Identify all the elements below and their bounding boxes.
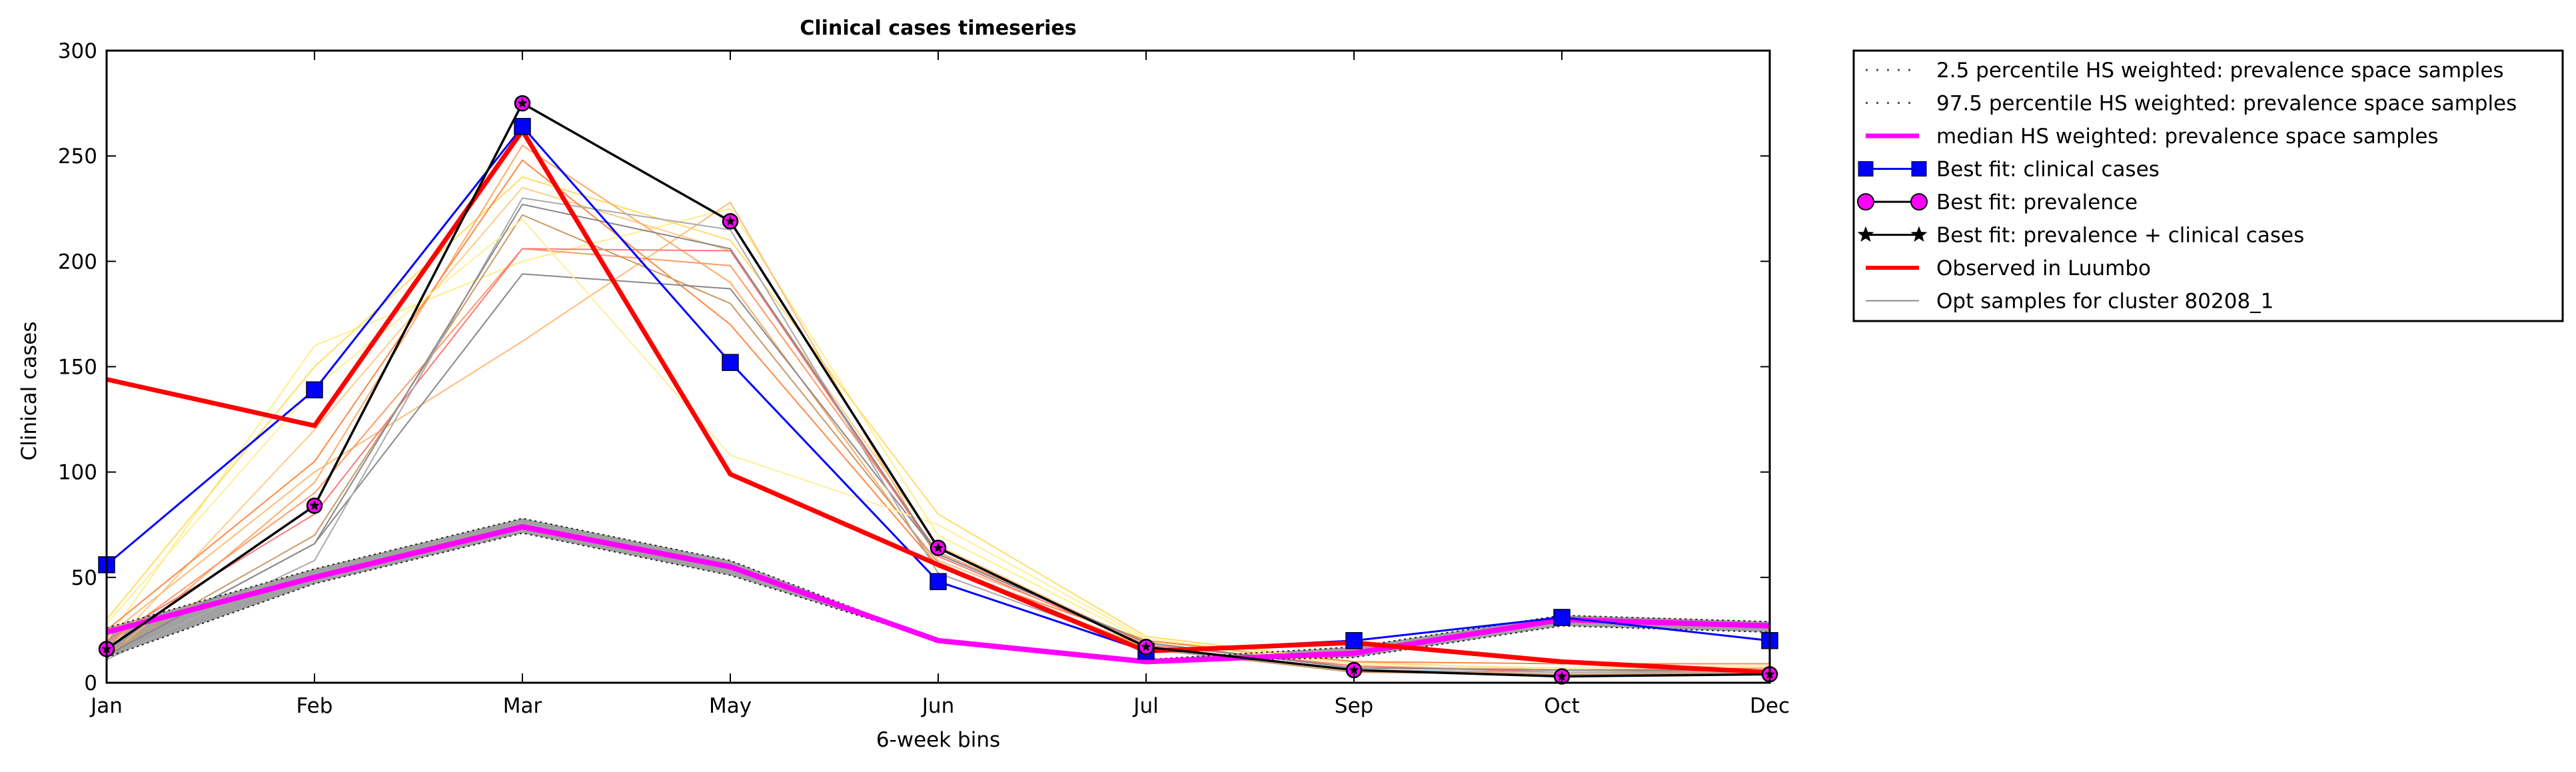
legend-marker-4-1 (1910, 193, 1928, 210)
marker-star-2 (517, 98, 528, 108)
x-tick-label-7: Oct (1544, 694, 1580, 718)
opt-sample-lines (106, 144, 1770, 675)
chart-title: Clinical cases timeseries (800, 17, 1076, 40)
series-markers (98, 95, 1778, 685)
legend-marker-5-1 (1910, 226, 1928, 242)
x-tick-label-3: May (709, 694, 752, 718)
y-tick-label-5: 250 (58, 145, 97, 169)
series-line-best-fit-prevalence (106, 101, 1770, 678)
legend-marker-3-0 (1858, 161, 1874, 177)
y-tick-label-3: 150 (58, 356, 97, 380)
legend-label-5: Best fit: prevalence + clinical cases (1936, 224, 2304, 248)
marker-square-6 (1345, 631, 1363, 649)
y-tick-label-0: 0 (84, 671, 97, 695)
x-tick-label-4: Jun (921, 694, 954, 718)
series-line-median (105, 524, 1770, 665)
opt-sample-line-4 (106, 144, 1770, 675)
axis-ticks: 0 50 100 150 200 250 300 Jan Feb Mar May Jun Jul Sep O… (58, 39, 1790, 718)
y-tick-label-2: 100 (58, 461, 97, 485)
marker-square-4 (930, 573, 947, 590)
x-axis-label: 6-week bins (876, 728, 1000, 752)
y-axis-label: Clinical cases (17, 321, 41, 460)
legend-label-2: median HS weighted: prevalence space sam… (1936, 125, 2439, 149)
x-tick-label-0: Jan (89, 694, 123, 718)
marker-square-1 (306, 381, 323, 399)
marker-square-7 (1553, 609, 1571, 626)
legend-marker-3-1 (1911, 161, 1927, 177)
legend-label-3: Best fit: clinical cases (1936, 158, 2160, 182)
legend-label-4: Best fit: prevalence (1936, 191, 2138, 214)
marker-square-3 (722, 354, 739, 371)
x-tick-label-6: Sep (1335, 694, 1373, 718)
x-tick-label-8: Dec (1750, 694, 1790, 718)
legend-label-7: Opt samples for cluster 80208_1 (1936, 290, 2273, 314)
y-tick-label-6: 300 (58, 39, 97, 63)
marker-star-1 (309, 500, 320, 510)
opt-sample-line-10 (106, 197, 1770, 673)
marker-star-3 (725, 216, 736, 226)
x-tick-label-2: Mar (503, 694, 542, 718)
marker-square-2 (514, 118, 531, 135)
legend-frame (1852, 49, 2564, 322)
y-tick-label-4: 200 (58, 250, 97, 274)
y-tick-label-1: 50 (71, 566, 97, 590)
opt-sample-line-5 (106, 248, 1770, 671)
marker-star-5 (1141, 641, 1151, 651)
opt-sample-line-3 (106, 201, 1770, 669)
legend-marker-4-0 (1857, 193, 1874, 210)
opt-sample-line-11 (106, 218, 1770, 669)
series-line-opt-samples (106, 203, 1770, 671)
x-tick-label-5: Jul (1132, 694, 1158, 718)
legend-label-0: 2.5 percentile HS weighted: prevalence s… (1936, 59, 2504, 83)
legend-label-6: Observed in Luumbo (1936, 256, 2151, 280)
series-line-observed (106, 126, 1770, 675)
series-lines (105, 101, 1770, 678)
marker-star-6 (1349, 665, 1359, 675)
marker-star-4 (933, 542, 944, 552)
x-tick-label-1: Feb (297, 694, 333, 718)
opt-sample-line-0 (106, 208, 1770, 673)
legend-marker-5-0 (1857, 226, 1874, 242)
legend: 2.5 percentile HS weighted: prevalence s… (1852, 49, 2564, 322)
opt-sample-line-6 (106, 248, 1770, 673)
opt-sample-line-2 (106, 187, 1770, 671)
legend-label-1: 97.5 percentile HS weighted: prevalence … (1936, 92, 2517, 116)
